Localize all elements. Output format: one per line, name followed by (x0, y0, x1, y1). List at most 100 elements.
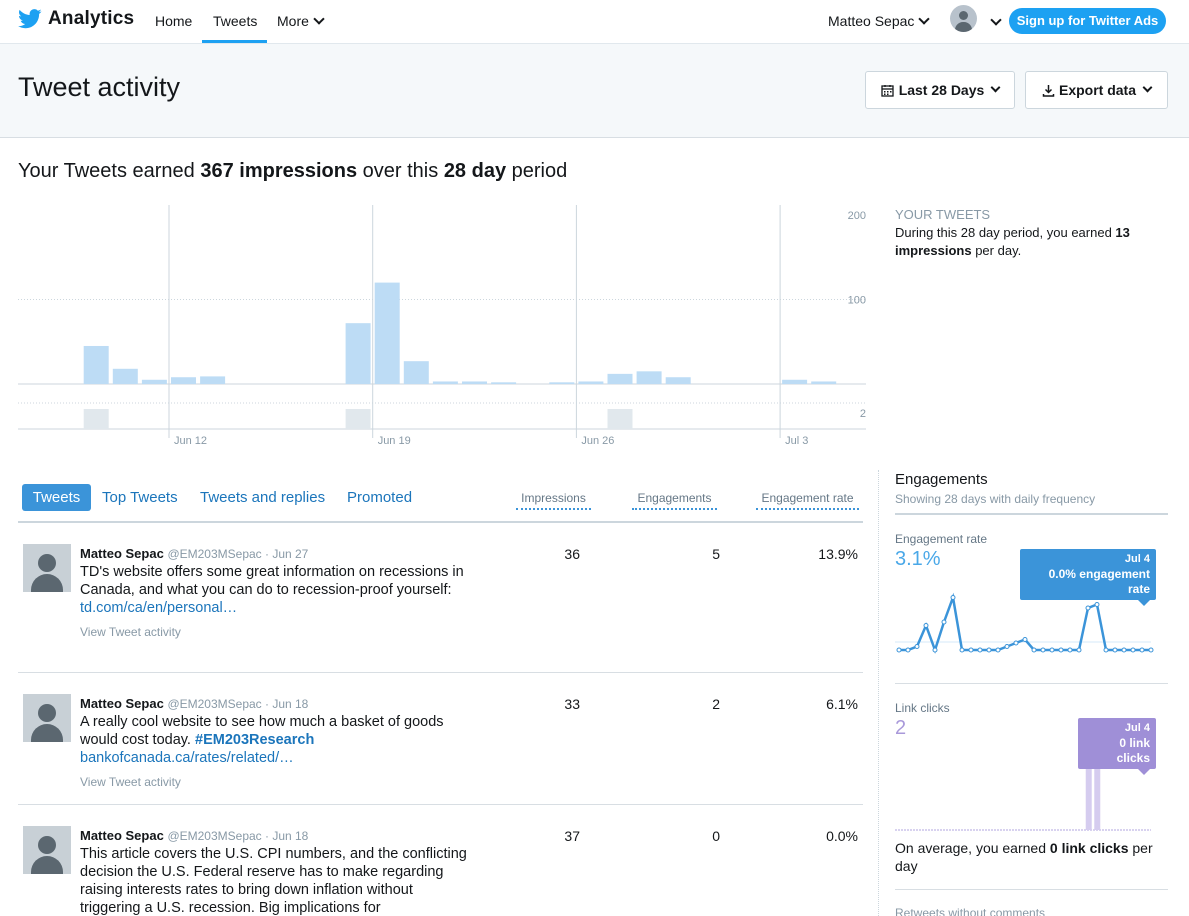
link-clicks-tooltip: Jul 4 0 link clicks (1078, 718, 1156, 775)
engagement-rate-point (932, 647, 938, 653)
tab-top-tweets[interactable]: Top Tweets (102, 489, 178, 506)
tweet-body: TD's website offers some great informati… (80, 564, 464, 598)
tweet-hashtag[interactable]: #EM203Research (195, 732, 315, 748)
impressions-bar (636, 371, 662, 384)
user-menu[interactable]: Matteo Sepac (828, 13, 931, 29)
engagement-rate-point (995, 647, 1001, 653)
impressions-summary: Your Tweets earned 367 impressions over … (18, 160, 567, 183)
impressions-bar (83, 345, 109, 384)
tweet-engagement-rate: 6.1% (826, 696, 858, 712)
engagement-rate-point (1049, 647, 1055, 653)
column-impressions[interactable]: Impressions (516, 491, 591, 510)
tweet-engagements: 0 (712, 828, 720, 844)
engagement-rate-point (1076, 647, 1082, 653)
engagement-rate-point (1040, 647, 1046, 653)
impressions-bar (549, 382, 575, 384)
avatar[interactable] (950, 5, 977, 32)
tweet-header: Matteo Sepac @EM203MSepac · Jun 27 (80, 546, 308, 561)
engagement-rate-point (914, 644, 920, 649)
y-tick-label: 200 (848, 210, 866, 222)
tab-tweets[interactable]: Tweets (22, 484, 91, 511)
engagements-divider (895, 889, 1168, 890)
your-tweets-unit: impressions (895, 243, 972, 258)
export-data-button[interactable]: Export data (1025, 71, 1168, 109)
engagement-rate-point (1139, 647, 1145, 653)
y-tick-label: 2 (860, 408, 866, 420)
your-tweets-text: During this 28 day period, you earned 13… (895, 224, 1175, 260)
impressions-chart-svg: Jun 12 Jun 19 Jun 26 Jul 3 200 100 2 (18, 205, 866, 447)
x-tick-label: Jun 12 (174, 435, 207, 447)
engagement-rate-point (1067, 647, 1073, 653)
engagement-rate-point (1031, 647, 1037, 653)
chevron-down-icon (313, 13, 325, 25)
impressions-bar (665, 377, 691, 384)
engagement-rate-point (1013, 640, 1019, 646)
nav-tweets[interactable]: Tweets (213, 13, 258, 29)
impressions-bar (578, 381, 604, 384)
link-clicks-average: On average, you earned 0 link clicks per… (895, 839, 1165, 875)
row-divider (18, 672, 863, 673)
tweet-header: Matteo Sepac @EM203MSepac · Jun 18 (80, 696, 308, 711)
your-tweets-post: per day. (971, 243, 1022, 258)
tab-tweets-and-replies[interactable]: Tweets and replies (200, 489, 326, 506)
tweet-author: Matteo Sepac (80, 696, 164, 711)
tweet-text: TD's website offers some great informati… (80, 563, 470, 641)
view-tweet-activity-link[interactable]: View Tweet activity (80, 625, 181, 639)
engagement-rate-point (1148, 647, 1154, 653)
avatar (23, 694, 71, 742)
chevron-down-icon (918, 13, 931, 25)
your-tweets-info: YOUR TWEETS During this 28 day period, y… (895, 206, 1175, 260)
avatar (23, 826, 71, 874)
avg-post: per day (895, 840, 1153, 874)
x-tick-label: Jul 3 (785, 435, 808, 447)
date-range-button[interactable]: Last 28 Days (865, 71, 1015, 109)
impressions-bar (811, 381, 837, 384)
export-data-label: Export data (1058, 82, 1136, 98)
x-tick-label: Jun 19 (378, 435, 411, 447)
impressions-bar (200, 376, 226, 384)
engagement-rate-point (1130, 647, 1136, 653)
tooltip-value: 0 link clicks (1116, 736, 1150, 765)
retweets-without-comments-label: Retweets without comments (895, 906, 1046, 916)
table-header-divider (18, 521, 863, 523)
nav-more-label: More (277, 13, 309, 29)
tweet-link[interactable]: td.com/ca/en/personal… (80, 600, 238, 616)
tweet-handle-date: @EM203MSepac · Jun 27 (167, 547, 309, 561)
view-tweet-activity-link[interactable]: View Tweet activity (80, 775, 181, 789)
column-engagement-rate[interactable]: Engagement rate (756, 491, 859, 510)
engagements-divider (895, 683, 1168, 684)
ads-signup-button[interactable]: Sign up for Twitter Ads (1009, 8, 1166, 34)
engagements-divider (895, 513, 1168, 515)
avatar (23, 544, 71, 592)
engagement-rate-point (1085, 605, 1091, 611)
tweet-header: Matteo Sepac @EM203MSepac · Jun 18 (80, 828, 308, 843)
engagement-rate-point (1121, 647, 1127, 653)
tweet-engagement-rate: 13.9% (818, 546, 858, 562)
tweets-bar (607, 409, 633, 429)
engagement-rate-point (941, 619, 947, 625)
nav-home[interactable]: Home (155, 13, 193, 29)
column-engagements[interactable]: Engagements (632, 491, 717, 510)
brand[interactable]: Analytics (18, 8, 134, 30)
nav-more[interactable]: More (277, 13, 325, 29)
impressions-bar (782, 379, 808, 384)
active-nav-indicator (202, 40, 267, 43)
avg-value: 0 link clicks (1049, 840, 1129, 856)
engagement-rate-value: 3.1% (895, 548, 941, 570)
tweet-impressions: 33 (564, 696, 580, 712)
tweet-text: This article covers the U.S. CPI numbers… (80, 845, 470, 916)
tab-promoted[interactable]: Promoted (347, 489, 413, 506)
impressions-bar (345, 323, 371, 384)
tweet-handle-date: @EM203MSepac · Jun 18 (167, 697, 309, 711)
engagement-rate-point (1103, 647, 1109, 653)
tweet-link[interactable]: bankofcanada.ca/rates/related/… (80, 750, 294, 766)
your-tweets-value: 13 (1115, 225, 1130, 240)
impressions-bar (432, 381, 458, 384)
avatar-menu-toggle[interactable] (986, 14, 1002, 32)
engagement-rate-point (959, 647, 965, 653)
date-range-label: Last 28 Days (898, 82, 985, 98)
chevron-down-icon (1142, 82, 1153, 92)
link-clicks-bar (1085, 758, 1092, 830)
link-clicks-label: Link clicks (895, 701, 950, 715)
tweet-engagement-rate: 0.0% (826, 828, 858, 844)
